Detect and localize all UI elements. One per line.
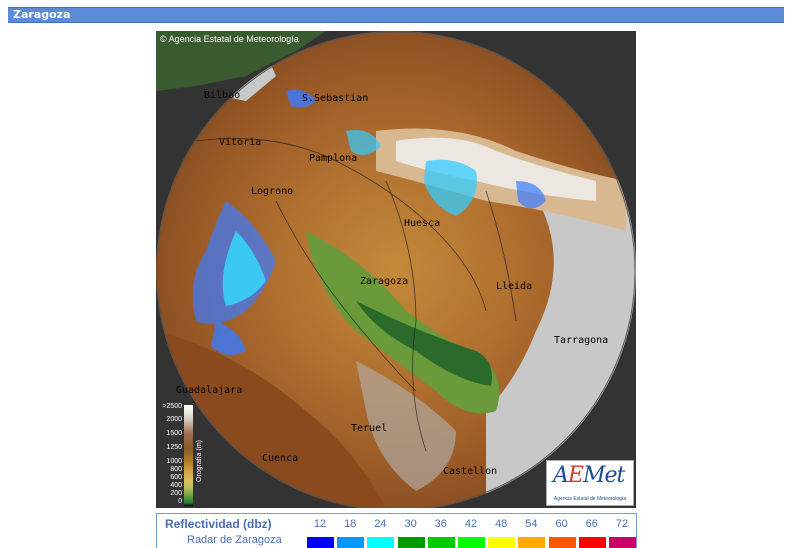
reflectivity-legend: Reflectividad (dbz) Radar de Zaragoza 12… xyxy=(156,513,637,548)
legend-swatch xyxy=(337,537,365,548)
city-label: Bilbao xyxy=(204,90,240,101)
copyright-icon: © xyxy=(160,34,167,44)
city-label: Teruel xyxy=(351,423,387,434)
orography-title: Orografía (m) xyxy=(196,439,203,482)
orography-level: 800 xyxy=(170,466,182,473)
legend-value: 24 xyxy=(374,518,387,530)
legend-swatch xyxy=(518,537,546,548)
city-label: Logrono xyxy=(251,186,293,197)
window-title: Zaragoza xyxy=(13,8,71,21)
city-label: Vitoria xyxy=(219,137,261,148)
title-bar: Zaragoza xyxy=(8,7,784,23)
orography-scale: >2500 2000 1500 1250 1000 800 600 400 20… xyxy=(156,402,208,508)
orography-level: 200 xyxy=(170,490,182,497)
city-labels: Bilbao S.Sebastian Vitoria Pamplona Logr… xyxy=(176,90,608,477)
legend-value: 30 xyxy=(404,518,417,530)
legend-swatch xyxy=(367,537,395,548)
radar-map-image: Bilbao S.Sebastian Vitoria Pamplona Logr… xyxy=(156,31,636,508)
city-label: Guadalajara xyxy=(176,385,242,396)
aemet-logo: AEMet Agencia Estatal de Meteorología xyxy=(546,460,634,506)
legend-swatch xyxy=(307,537,334,548)
orography-level: 0 xyxy=(178,498,182,505)
city-label: S.Sebastian xyxy=(302,93,368,104)
legend-value: 12 xyxy=(313,518,327,530)
legend-swatch xyxy=(578,537,606,548)
orography-level: 400 xyxy=(170,482,182,489)
orography-level: 1000 xyxy=(166,458,182,465)
city-label: Castellon xyxy=(443,466,497,477)
orography-level: 600 xyxy=(170,474,182,481)
logo-mark: AEMet xyxy=(553,463,625,488)
legend-value: 66 xyxy=(585,518,598,530)
city-label: Cuenca xyxy=(262,453,298,464)
orography-level: 1500 xyxy=(166,430,182,437)
legend-value: 72 xyxy=(615,518,629,530)
orography-level: 1250 xyxy=(166,444,182,451)
legend-subtitle: Radar de Zaragoza xyxy=(187,534,282,546)
legend-value: 60 xyxy=(555,518,568,530)
map-credit: © Agencia Estatal de Meteorología xyxy=(160,34,299,44)
legend-values: 12 18 24 30 36 42 48 54 60 66 72 xyxy=(307,518,636,548)
legend-swatch xyxy=(548,537,576,548)
legend-value: 54 xyxy=(525,518,538,530)
legend-value: 36 xyxy=(434,518,447,530)
radar-map: Bilbao S.Sebastian Vitoria Pamplona Logr… xyxy=(156,31,636,508)
orography-colorbar xyxy=(184,405,193,506)
legend-swatch xyxy=(458,537,485,548)
city-label: Pamplona xyxy=(309,153,357,164)
legend-swatch xyxy=(488,537,516,548)
city-label: Huesca xyxy=(404,218,440,229)
orography-level: >2500 xyxy=(162,403,182,410)
legend-value: 42 xyxy=(464,518,478,530)
orography-level: 2000 xyxy=(166,416,182,423)
legend-swatch xyxy=(397,537,425,548)
legend-swatch xyxy=(427,537,455,548)
legend-value: 48 xyxy=(495,518,508,530)
legend-swatch xyxy=(609,537,636,548)
credit-text: Agencia Estatal de Meteorología xyxy=(168,34,299,44)
legend-value: 18 xyxy=(344,518,357,530)
city-label: Zaragoza xyxy=(360,276,408,287)
city-label: Tarragona xyxy=(554,335,608,346)
city-label: Lleida xyxy=(496,281,532,292)
legend-title: Reflectividad (dbz) xyxy=(165,517,272,531)
logo-subtitle: Agencia Estatal de Meteorología xyxy=(553,496,627,502)
